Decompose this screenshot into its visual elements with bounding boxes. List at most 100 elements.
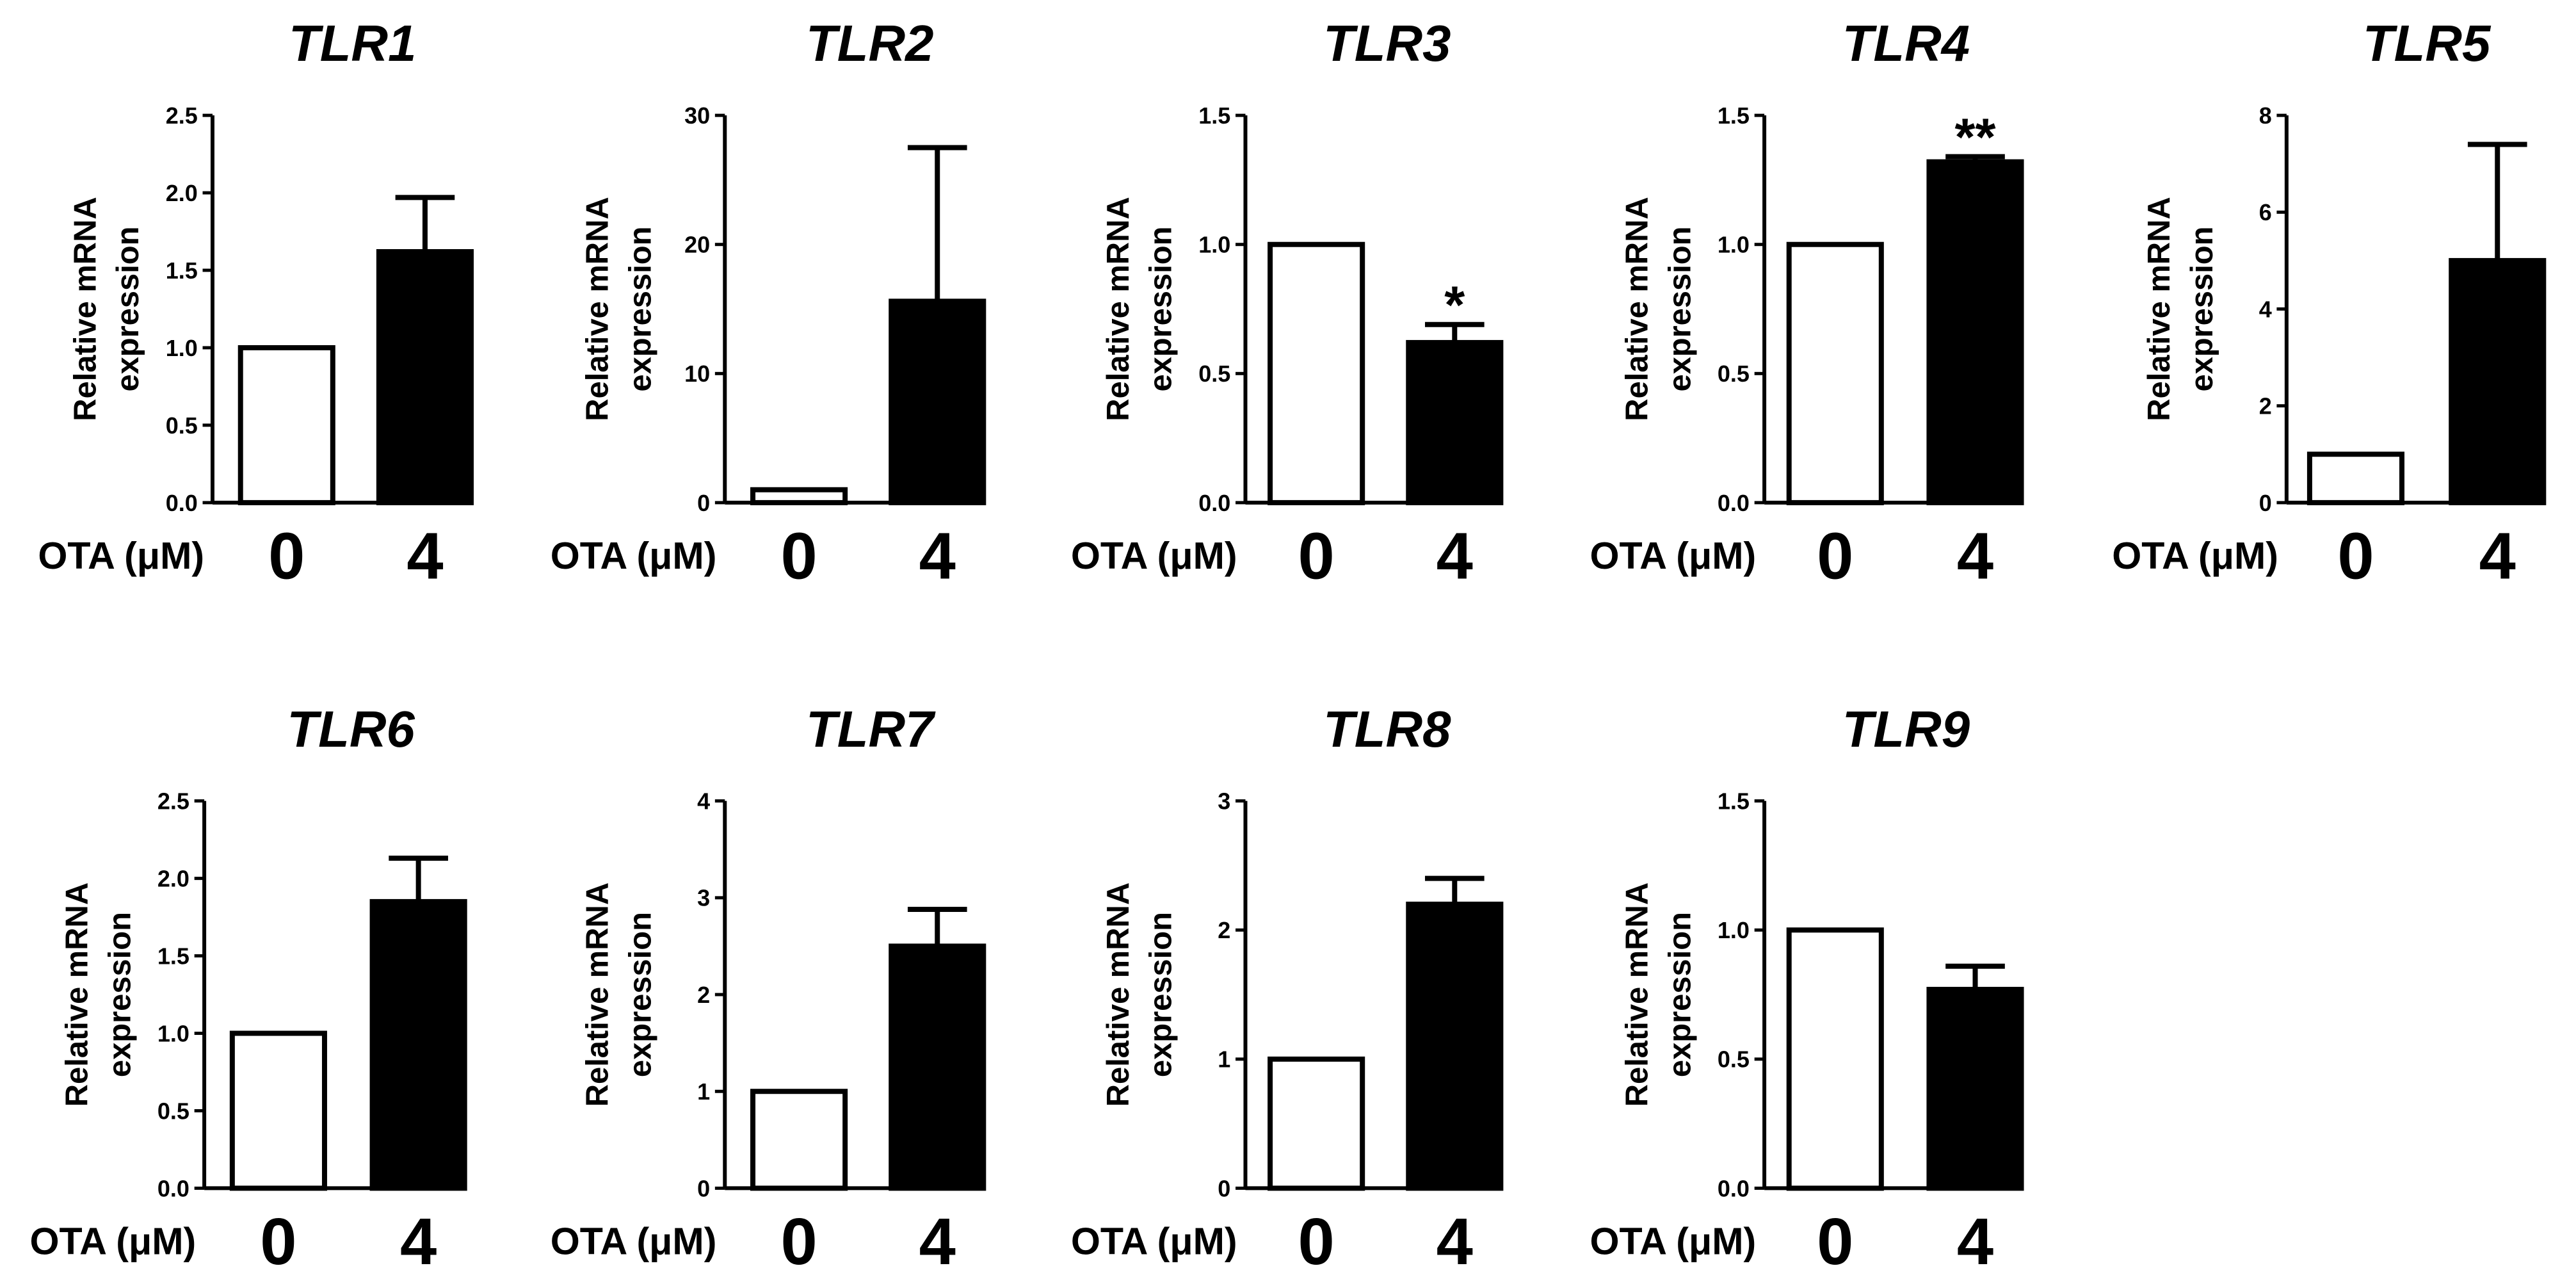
panel-9-y-tick-label: 1.0 [1718,917,1750,943]
panel-3-xlabel: OTA (μM) [1071,534,1237,577]
panel-5-ylabel-line2: expression [2185,226,2219,391]
panel-9-ylabel-line2: expression [1662,912,1697,1077]
panel-2-ylabel: Relative mRNA [581,197,615,421]
panel-4-y-tick-label: 0.5 [1718,361,1750,387]
panel-9-y-tick-label: 0.0 [1718,1175,1750,1201]
panel-6-y-tick-label: 0.0 [157,1175,189,1201]
panel-1-y-tick-label: 2.5 [166,102,198,129]
panel-6-ylabel: Relative mRNA [60,882,94,1107]
panel-8-ylabel-line2: expression [1144,912,1179,1077]
panel-9-bar-0 [1786,927,1884,1191]
panel-8-title: TLR8 [1323,701,1451,758]
panel-4-bar-0 [1786,241,1884,505]
panel-8-ylabel: Relative mRNA [1101,882,1136,1107]
panel-5-y-tick-label: 4 [2259,296,2272,322]
panel-9-y-tick-label: 1.5 [1718,788,1750,815]
panel-1-y-tick-label: 2.0 [166,180,198,206]
panel-2-bar-4 [889,298,986,505]
panel-4-xlabel: OTA (μM) [1590,534,1757,577]
panel-1-ylabel-line2: expression [111,226,145,391]
panel-5-ylabel: Relative mRNA [2142,197,2177,421]
panel-8-category-label: 0 [1298,1205,1335,1278]
panel-3-y-tick-label: 1.5 [1198,102,1230,129]
panel-8-bar-4 [1406,901,1504,1191]
panel-8-bar-0 [1268,1056,1365,1191]
panel-4-y-tick-label: 1.0 [1718,232,1750,258]
panel-9-bar-4 [1926,986,2024,1191]
panel-1-bar-0 [237,345,335,505]
panel-2-bar-0 [750,487,848,505]
panel-9-category-label: 4 [1957,1205,1993,1278]
panel-4-title: TLR4 [1842,15,1970,72]
panel-4-category-label: 0 [1817,519,1853,592]
panel-6-bar-0 [229,1030,327,1191]
panel-3-category-label: 4 [1437,519,1473,592]
panel-6-y-tick-label: 1.0 [157,1020,189,1046]
panel-3-significance: * [1444,276,1465,335]
panel-7-bar-0 [750,1089,848,1191]
panel-7-ylabel-line2: expression [623,912,657,1077]
panel-3-category-label: 0 [1298,519,1335,592]
panel-2-y-tick-label: 30 [684,102,710,129]
panel-2-y-tick-label: 20 [684,232,710,258]
panel-1-y-tick-label: 1.5 [166,257,198,284]
panel-1-y-tick-label: 0.0 [166,490,198,516]
panel-2-category-label: 4 [919,519,956,592]
panel-4-y-tick-label: 0.0 [1718,490,1750,516]
panel-9-ylabel: Relative mRNA [1620,882,1654,1107]
panel-5-category-label: 0 [2337,519,2374,592]
panel-8-category-label: 4 [1437,1205,1473,1278]
panel-4-y-tick-label: 1.5 [1718,102,1750,129]
panel-3-bar-4 [1406,339,1504,505]
panel-6-title: TLR6 [287,701,415,758]
panel-9-xlabel: OTA (μM) [1590,1219,1757,1262]
panel-1-y-tick-label: 1.0 [166,335,198,361]
panel-4-bar-4 [1926,159,2024,505]
panel-4-ylabel-line2: expression [1662,226,1697,391]
panel-5-category-label: 4 [2479,519,2516,592]
panel-5-bar-4 [2449,257,2547,505]
panel-6-xlabel: OTA (μM) [29,1219,196,1262]
panel-5-y-tick-label: 0 [2259,490,2272,516]
panel-3-y-tick-label: 1.0 [1198,232,1230,258]
panel-8-y-tick-label: 3 [1218,788,1230,815]
panel-3-ylabel: Relative mRNA [1101,197,1136,421]
panel-5-y-tick-label: 2 [2259,393,2272,419]
panel-3-y-tick-label: 0.0 [1198,490,1230,516]
panel-5-y-tick-label: 6 [2259,199,2272,225]
panel-6-y-tick-label: 0.5 [157,1098,189,1124]
panel-6-y-tick-label: 2.5 [157,788,189,815]
panel-1-xlabel: OTA (μM) [38,534,204,577]
panel-3-y-tick-label: 0.5 [1198,361,1230,387]
panel-5-title: TLR5 [2363,15,2491,72]
panel-3-ylabel-line2: expression [1144,226,1179,391]
panel-6-category-label: 0 [260,1205,296,1278]
panel-7-category-label: 4 [919,1205,956,1278]
panel-1-bar-4 [376,249,474,505]
panel-9-y-tick-label: 0.5 [1718,1046,1750,1073]
panel-7-title: TLR7 [806,701,936,758]
panel-8-xlabel: OTA (μM) [1071,1219,1237,1262]
panel-7-y-tick-label: 3 [697,885,710,911]
panel-2-y-tick-label: 0 [697,490,710,516]
panel-2-title: TLR2 [806,15,933,72]
panel-7-y-tick-label: 0 [697,1175,710,1201]
panel-7-y-tick-label: 4 [697,788,710,815]
panel-8-y-tick-label: 2 [1218,917,1230,943]
panel-6-y-tick-label: 1.5 [157,943,189,969]
panel-6-y-tick-label: 2.0 [157,865,189,891]
panel-2-ylabel-line2: expression [623,226,657,391]
panel-8-y-tick-label: 0 [1218,1175,1230,1201]
panel-2-xlabel: OTA (μM) [551,534,717,577]
panel-4-significance: ** [1954,108,1995,167]
panel-3-bar-0 [1268,241,1365,505]
panel-6-bar-4 [369,898,467,1191]
panel-7-y-tick-label: 2 [697,982,710,1008]
panel-7-ylabel: Relative mRNA [581,882,615,1107]
panel-9-category-label: 0 [1817,1205,1853,1278]
panel-1-ylabel: Relative mRNA [68,197,102,421]
panel-7-bar-4 [889,943,986,1191]
panel-1-category-label: 0 [268,519,305,592]
panel-7-xlabel: OTA (μM) [551,1219,717,1262]
